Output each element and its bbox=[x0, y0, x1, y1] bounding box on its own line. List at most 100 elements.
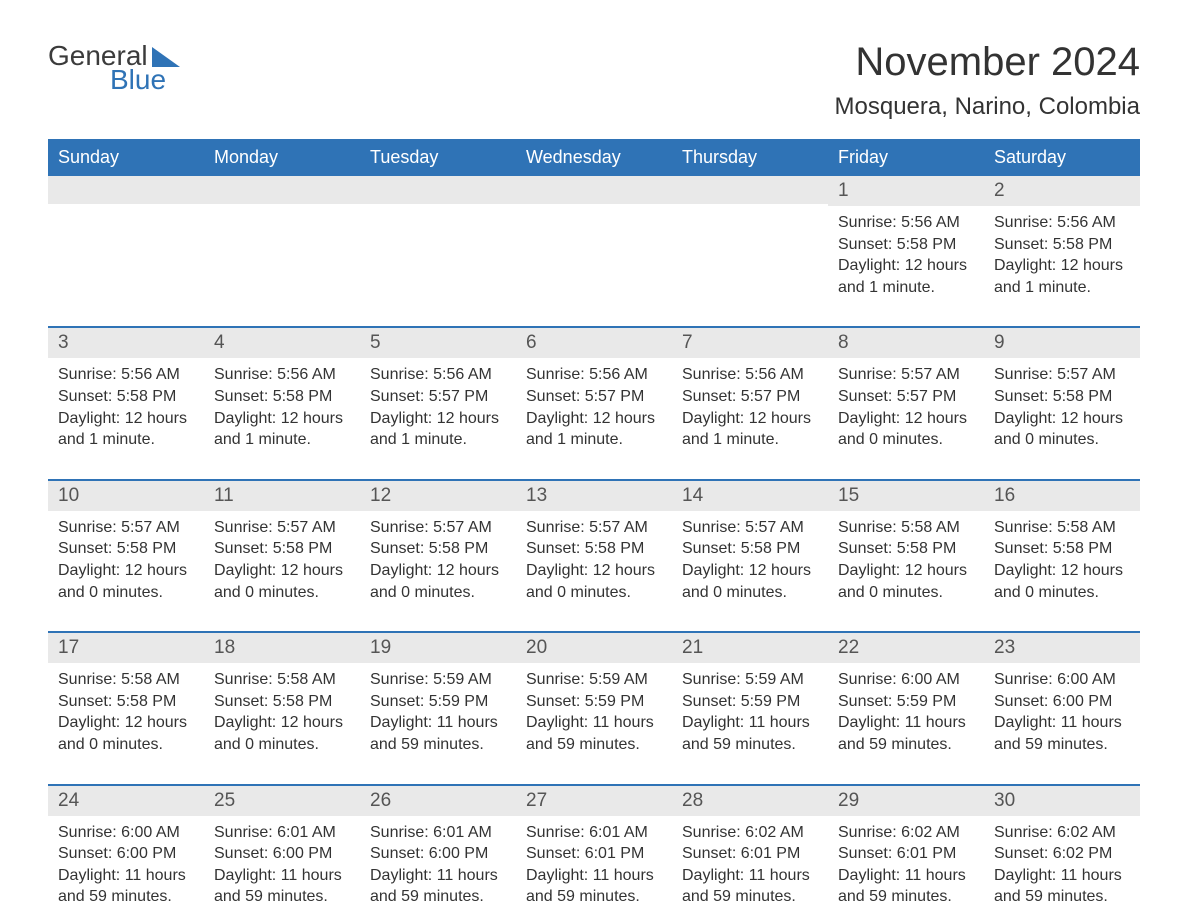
weekday-header: Wednesday bbox=[516, 139, 672, 176]
weekday-header: Sunday bbox=[48, 139, 204, 176]
day-number: 17 bbox=[48, 633, 204, 663]
sunset-line: Sunset: 5:58 PM bbox=[58, 691, 194, 713]
day-number: 30 bbox=[984, 786, 1140, 816]
sunrise-line: Sunrise: 5:57 AM bbox=[526, 517, 662, 539]
daylight-line: Daylight: 12 hours and 1 minute. bbox=[214, 408, 350, 451]
weeks-container: 1Sunrise: 5:56 AMSunset: 5:58 PMDaylight… bbox=[48, 176, 1140, 918]
day-cell: 5Sunrise: 5:56 AMSunset: 5:57 PMDaylight… bbox=[360, 328, 516, 460]
day-cell bbox=[672, 176, 828, 308]
location-subtitle: Mosquera, Narino, Colombia bbox=[835, 93, 1140, 121]
weekday-header-row: Sunday Monday Tuesday Wednesday Thursday… bbox=[48, 139, 1140, 176]
sunrise-line: Sunrise: 6:00 AM bbox=[994, 669, 1130, 691]
day-number: 2 bbox=[984, 176, 1140, 206]
day-cell: 21Sunrise: 5:59 AMSunset: 5:59 PMDayligh… bbox=[672, 633, 828, 765]
day-cell: 29Sunrise: 6:02 AMSunset: 6:01 PMDayligh… bbox=[828, 786, 984, 918]
sunrise-line: Sunrise: 5:58 AM bbox=[838, 517, 974, 539]
day-cell: 26 Sunrise: 6:01 AMSunset: 6:00 PMDayligh… bbox=[360, 786, 516, 918]
day-number bbox=[360, 176, 516, 204]
day-number: 19 bbox=[360, 633, 516, 663]
daylight-line: Daylight: 12 hours and 1 minute. bbox=[370, 408, 506, 451]
day-cell: 3Sunrise: 5:56 AMSunset: 5:58 PMDaylight… bbox=[48, 328, 204, 460]
day-number: 4 bbox=[204, 328, 360, 358]
day-number: 9 bbox=[984, 328, 1140, 358]
day-number: 15 bbox=[828, 481, 984, 511]
sunset-line: Sunset: 5:58 PM bbox=[838, 538, 974, 560]
day-cell: 1 Sunrise: 5:56 AMSunset: 5:58 PMDaylight… bbox=[828, 176, 984, 308]
day-number: 8 bbox=[828, 328, 984, 358]
sunrise-line: Sunrise: 5:58 AM bbox=[994, 517, 1130, 539]
day-number: 3 bbox=[48, 328, 204, 358]
day-cell: 2Sunrise: 5:56 AMSunset: 5:58 PMDaylight… bbox=[984, 176, 1140, 308]
sunrise-line: Sunrise: 5:57 AM bbox=[994, 364, 1130, 386]
day-number: 7 bbox=[672, 328, 828, 358]
daylight-line: Daylight: 12 hours and 0 minutes. bbox=[370, 560, 506, 603]
week-row: 24Sunrise: 6:00 AMSunset: 6:00 PMDayligh… bbox=[48, 784, 1140, 918]
sunrise-line: Sunrise: 6:01 AM bbox=[214, 822, 350, 844]
sunrise-line: Sunrise: 5:56 AM bbox=[526, 364, 662, 386]
daylight-line: Daylight: 12 hours and 0 minutes. bbox=[838, 408, 974, 451]
day-cell: 6Sunrise: 5:56 AMSunset: 5:57 PMDaylight… bbox=[516, 328, 672, 460]
day-number: 29 bbox=[828, 786, 984, 816]
daylight-line: Daylight: 11 hours and 59 minutes. bbox=[682, 865, 818, 908]
sunset-line: Sunset: 6:01 PM bbox=[526, 843, 662, 865]
day-number bbox=[48, 176, 204, 204]
day-cell: 14Sunrise: 5:57 AMSunset: 5:58 PMDayligh… bbox=[672, 481, 828, 613]
day-cell: 11Sunrise: 5:57 AMSunset: 5:58 PMDayligh… bbox=[204, 481, 360, 613]
sunrise-line: Sunrise: 6:01 AM bbox=[526, 822, 662, 844]
sunset-line: Sunset: 5:57 PM bbox=[370, 386, 506, 408]
daylight-line: Daylight: 11 hours and 59 minutes. bbox=[58, 865, 194, 908]
day-number: 27 bbox=[516, 786, 672, 816]
sunrise-line: Sunrise: 5:56 AM bbox=[838, 212, 974, 234]
calendar: Sunday Monday Tuesday Wednesday Thursday… bbox=[48, 139, 1140, 918]
sunset-line: Sunset: 5:58 PM bbox=[994, 538, 1130, 560]
day-number: 28 bbox=[672, 786, 828, 816]
daylight-line: Daylight: 11 hours and 59 minutes. bbox=[838, 712, 974, 755]
day-number bbox=[516, 176, 672, 204]
daylight-line: Daylight: 12 hours and 0 minutes. bbox=[58, 560, 194, 603]
sunset-line: Sunset: 5:57 PM bbox=[682, 386, 818, 408]
sunrise-line: Sunrise: 5:58 AM bbox=[214, 669, 350, 691]
sunrise-line: Sunrise: 5:56 AM bbox=[370, 364, 506, 386]
brand-word-blue: Blue bbox=[110, 64, 166, 96]
daylight-line: Daylight: 12 hours and 1 minute. bbox=[838, 255, 974, 298]
day-number: 23 bbox=[984, 633, 1140, 663]
daylight-line: Daylight: 12 hours and 0 minutes. bbox=[526, 560, 662, 603]
sunset-line: Sunset: 5:58 PM bbox=[994, 234, 1130, 256]
day-cell: 7Sunrise: 5:56 AMSunset: 5:57 PMDaylight… bbox=[672, 328, 828, 460]
weekday-header: Saturday bbox=[984, 139, 1140, 176]
day-cell: 25Sunrise: 6:01 AMSunset: 6:00 PMDayligh… bbox=[204, 786, 360, 918]
day-cell bbox=[48, 176, 204, 308]
daylight-line: Daylight: 11 hours and 59 minutes. bbox=[370, 865, 506, 908]
day-number: 11 bbox=[204, 481, 360, 511]
sunset-line: Sunset: 6:00 PM bbox=[994, 691, 1130, 713]
sunrise-line: Sunrise: 5:57 AM bbox=[682, 517, 818, 539]
sunset-line: Sunset: 6:00 PM bbox=[370, 843, 506, 865]
day-cell: 15Sunrise: 5:58 AMSunset: 5:58 PMDayligh… bbox=[828, 481, 984, 613]
daylight-line: Daylight: 12 hours and 1 minute. bbox=[682, 408, 818, 451]
sunset-line: Sunset: 5:58 PM bbox=[214, 538, 350, 560]
week-row: 3Sunrise: 5:56 AMSunset: 5:58 PMDaylight… bbox=[48, 326, 1140, 460]
weekday-header: Thursday bbox=[672, 139, 828, 176]
month-title: November 2024 bbox=[835, 40, 1140, 85]
day-number: 22 bbox=[828, 633, 984, 663]
daylight-line: Daylight: 11 hours and 59 minutes. bbox=[526, 712, 662, 755]
day-number: 10 bbox=[48, 481, 204, 511]
week-row: 1Sunrise: 5:56 AMSunset: 5:58 PMDaylight… bbox=[48, 176, 1140, 308]
sunrise-line: Sunrise: 6:00 AM bbox=[838, 669, 974, 691]
sunrise-line: Sunrise: 6:01 AM bbox=[370, 822, 506, 844]
day-number: 18 bbox=[204, 633, 360, 663]
daylight-line: Daylight: 12 hours and 0 minutes. bbox=[682, 560, 818, 603]
day-cell: 8Sunrise: 5:57 AMSunset: 5:57 PMDaylight… bbox=[828, 328, 984, 460]
day-number: 26 bbox=[360, 786, 516, 816]
sunset-line: Sunset: 5:58 PM bbox=[838, 234, 974, 256]
brand-logo: General Blue bbox=[48, 40, 180, 96]
day-number: 1 bbox=[828, 176, 984, 206]
day-number bbox=[204, 176, 360, 204]
sunset-line: Sunset: 5:58 PM bbox=[682, 538, 818, 560]
sunrise-line: Sunrise: 6:02 AM bbox=[838, 822, 974, 844]
day-cell: 19Sunrise: 5:59 AMSunset: 5:59 PMDayligh… bbox=[360, 633, 516, 765]
sunrise-line: Sunrise: 5:57 AM bbox=[58, 517, 194, 539]
day-cell: 18Sunrise: 5:58 AMSunset: 5:58 PMDayligh… bbox=[204, 633, 360, 765]
daylight-line: Daylight: 11 hours and 59 minutes. bbox=[526, 865, 662, 908]
day-number: 25 bbox=[204, 786, 360, 816]
